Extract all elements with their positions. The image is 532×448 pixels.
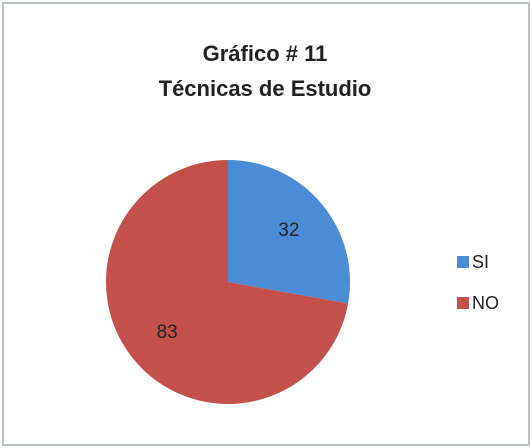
- legend-label: SI: [472, 252, 489, 272]
- legend-swatch: [457, 256, 469, 268]
- chart-subtitle: Técnicas de Estudio: [159, 76, 372, 101]
- legend-swatch: [457, 297, 469, 309]
- pie-slice: [106, 160, 349, 404]
- legend-label: NO: [472, 293, 499, 313]
- chart-title: Gráfico # 11: [203, 41, 328, 66]
- data-label: 83: [157, 322, 178, 343]
- pie-slice: [228, 160, 350, 304]
- data-label: 32: [278, 220, 299, 241]
